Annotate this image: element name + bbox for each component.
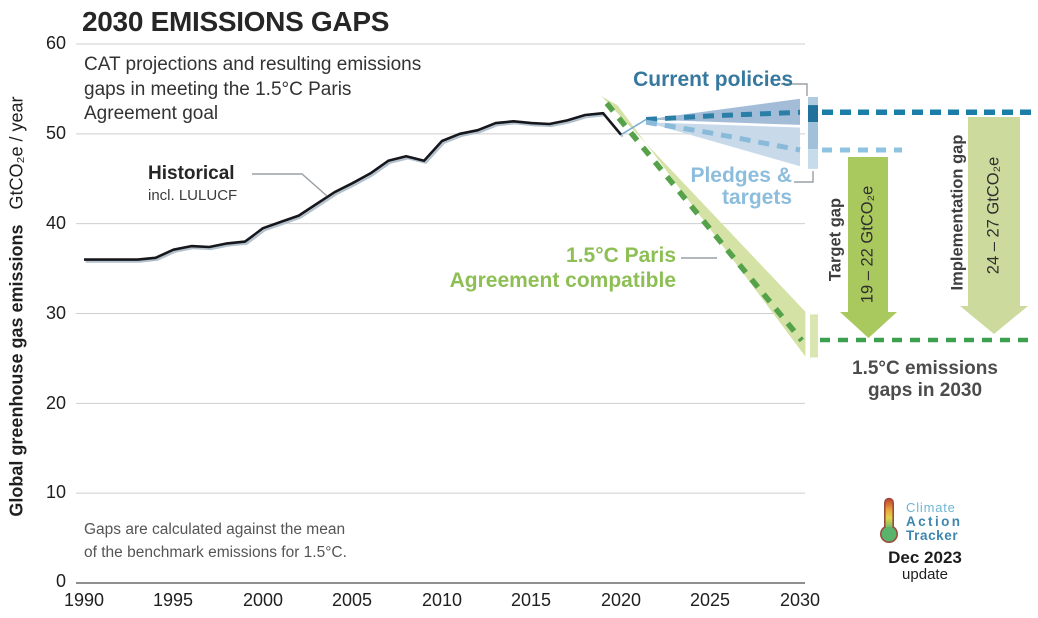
- current-policies-label: Current policies: [633, 68, 793, 91]
- current-policies-fan: [646, 98, 800, 125]
- target-gap-value: 19 – 22 GtCO₂e: [858, 185, 877, 304]
- paris-dashed-line: [604, 101, 804, 343]
- x-tick-2030: 2030: [779, 590, 821, 610]
- historical-callout: [252, 173, 328, 197]
- subtitle-line-1: CAT projections and resulting emissions: [84, 54, 422, 75]
- projection-connector-line: [620, 118, 647, 136]
- x-tick-2025: 2025: [689, 590, 731, 610]
- paris-compatible-label: 1.5°C Paris Agreement compatible: [391, 244, 676, 294]
- logo-date: Dec 2023: [888, 548, 962, 567]
- x-tick-2020: 2020: [600, 590, 642, 610]
- historical-line: [84, 111, 622, 261]
- footnote-line-2: of the benchmark emissions for 1.5°C.: [84, 544, 347, 562]
- target-gap-arrow: [840, 157, 897, 338]
- current-policies-dashed-line: [645, 109, 801, 122]
- pledges-dashed-line: [645, 119, 801, 153]
- historical-series-label: Historical: [148, 163, 235, 184]
- target-gap-label: Target gap: [826, 197, 845, 282]
- y-tick-20: 20: [45, 393, 66, 413]
- subtitle-line-3: Agreement goal: [84, 103, 219, 125]
- x-tick-2010: 2010: [421, 590, 463, 610]
- chart-subtitle: CAT projections and resulting emissions …: [84, 53, 421, 127]
- gaps-caption-line-1: 1.5°C emissions: [852, 358, 998, 379]
- x-tick-2000: 2000: [242, 590, 284, 610]
- subtitle-line-2: gaps in meeting the 1.5°C Paris: [84, 78, 352, 100]
- y-tick-10: 10: [45, 482, 66, 502]
- implementation-gap-label: Implementation gap: [948, 134, 967, 291]
- thermometer-icon: [880, 497, 898, 543]
- x-tick-2005: 2005: [331, 590, 373, 610]
- pledges-label-line-1: Pledges &: [690, 164, 792, 187]
- paris-label-line-2: Agreement compatible: [449, 268, 676, 292]
- current-policies-callout: [781, 83, 808, 96]
- y-tick-0: 0: [55, 571, 66, 591]
- implementation-gap-value: 24 – 27 GtCO₂e: [984, 156, 1003, 275]
- logo-word-tracker: Tracker: [906, 527, 959, 543]
- logo-word-action: Action: [906, 513, 963, 529]
- x-tick-1995: 1995: [152, 590, 194, 610]
- y-tick-50: 50: [45, 123, 66, 143]
- page-title: 2030 EMISSIONS GAPS: [82, 6, 390, 37]
- footnote: Gaps are calculated against the mean of …: [84, 518, 419, 565]
- cat-logo-text: Climate Action Tracker: [906, 501, 962, 543]
- gaps-caption: 1.5°C emissions gaps in 2030: [835, 358, 1015, 402]
- historical-line-shadow: [85, 114, 624, 263]
- implementation-gap-arrow: [960, 117, 1028, 334]
- pledges-fan: [646, 122, 800, 167]
- footnote-line-1: Gaps are calculated against the mean: [84, 521, 346, 538]
- y-axis-label: Global greenhouse gas emissions GtCO₂e /…: [7, 27, 28, 587]
- pledges-label-line-2: targets: [721, 186, 792, 210]
- y-axis-label-bold: Global greenhouse gas emissions: [6, 224, 27, 517]
- x-tick-1990: 1990: [63, 590, 105, 610]
- range-bar-blue-seg3: [808, 149, 818, 169]
- logo-update: update: [902, 566, 948, 583]
- pledges-callout: [794, 171, 814, 183]
- paris-label-line-1: 1.5°C Paris: [566, 244, 676, 267]
- historical-lulucf-note: incl. LULUCF: [148, 187, 238, 204]
- range-bar-blue-seg0: [808, 97, 818, 106]
- range-bar-green: [810, 314, 818, 358]
- x-tick-2015: 2015: [510, 590, 552, 610]
- range-bar-blue-seg1: [808, 105, 818, 123]
- y-tick-30: 30: [45, 303, 66, 323]
- pledges-targets-label: Pledges & targets: [632, 164, 792, 210]
- range-bar-blue-seg2: [808, 122, 818, 150]
- logo-word-climate: Climate: [906, 500, 956, 515]
- gaps-caption-line-2: gaps in 2030: [867, 379, 983, 401]
- y-tick-60: 60: [45, 33, 66, 53]
- y-axis-label-unit: GtCO₂e / year: [6, 96, 27, 210]
- y-tick-40: 40: [45, 213, 66, 233]
